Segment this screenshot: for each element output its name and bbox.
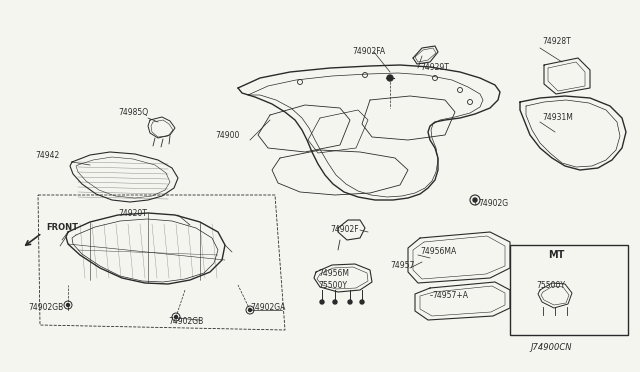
Text: 74957: 74957 — [390, 260, 414, 269]
Text: 74902FA: 74902FA — [352, 48, 385, 57]
Text: 74902GB: 74902GB — [168, 317, 204, 327]
Circle shape — [348, 300, 352, 304]
Text: MT: MT — [548, 250, 564, 260]
Circle shape — [248, 308, 252, 311]
Text: 74985Q: 74985Q — [118, 108, 148, 116]
Circle shape — [320, 300, 324, 304]
Text: 74902G: 74902G — [478, 199, 508, 208]
Text: 74902GA: 74902GA — [250, 302, 285, 311]
Circle shape — [333, 300, 337, 304]
Text: 75500Y: 75500Y — [318, 282, 347, 291]
Text: 75500Y: 75500Y — [536, 280, 565, 289]
Text: 74929T: 74929T — [420, 64, 449, 73]
Text: 74900: 74900 — [215, 131, 239, 141]
Text: 74956MA: 74956MA — [420, 247, 456, 257]
Text: 74920T: 74920T — [118, 208, 147, 218]
Text: 74942: 74942 — [35, 151, 60, 160]
Circle shape — [473, 198, 477, 202]
Circle shape — [360, 300, 364, 304]
Text: 74957+A: 74957+A — [432, 291, 468, 299]
Circle shape — [67, 304, 70, 307]
Text: FRONT: FRONT — [46, 222, 78, 231]
Circle shape — [175, 315, 177, 318]
Text: 74902F: 74902F — [330, 225, 358, 234]
Text: 74931M: 74931M — [542, 113, 573, 122]
Circle shape — [387, 75, 393, 81]
Bar — [510, 245, 628, 335]
Text: 74956M: 74956M — [318, 269, 349, 278]
Text: 74902GB: 74902GB — [28, 302, 63, 311]
Text: 74928T: 74928T — [542, 38, 571, 46]
Text: J74900CN: J74900CN — [530, 343, 572, 353]
